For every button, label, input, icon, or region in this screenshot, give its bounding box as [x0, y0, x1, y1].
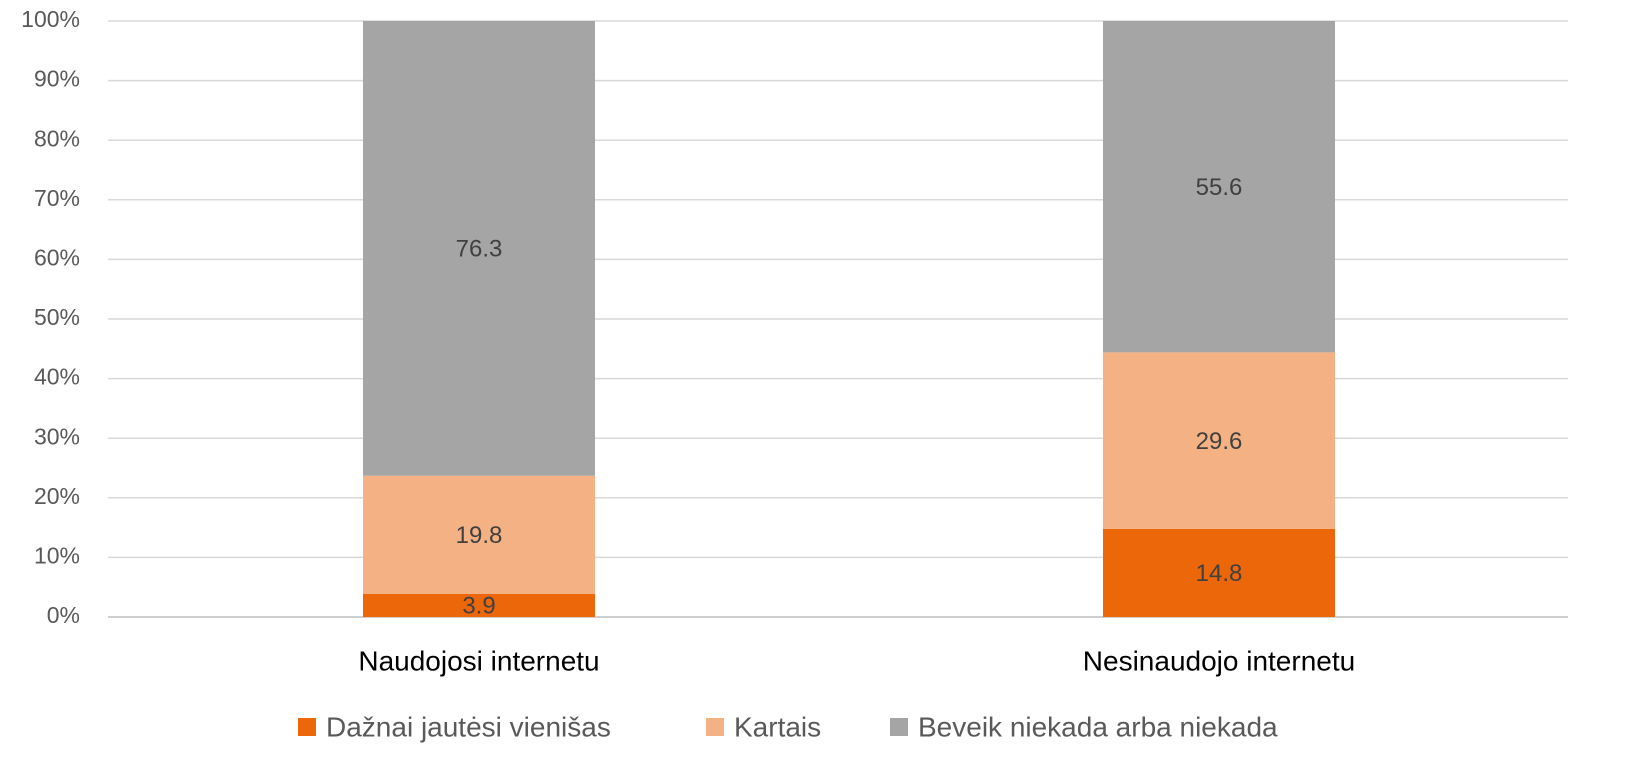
y-tick-label: 0%	[47, 602, 80, 628]
legend-swatch	[890, 718, 908, 736]
legend-swatch	[298, 718, 316, 736]
data-label: 3.9	[462, 593, 495, 620]
bar-segment	[363, 475, 595, 594]
data-label: 14.8	[1196, 560, 1243, 587]
bar-segment	[1103, 528, 1335, 617]
data-label: 76.3	[456, 236, 503, 263]
y-tick-label: 30%	[34, 423, 80, 449]
legend-label: Beveik niekada arba niekada	[918, 711, 1278, 742]
data-label: 19.8	[456, 522, 503, 549]
data-label: 55.6	[1196, 174, 1243, 201]
y-tick-label: 50%	[34, 304, 80, 330]
bar-segment	[363, 21, 595, 476]
x-tick-label: Naudojosi internetu	[358, 645, 599, 676]
y-tick-label: 10%	[34, 542, 80, 568]
bar-segment	[1103, 21, 1335, 353]
bar-segment	[1103, 352, 1335, 529]
y-tick-label: 60%	[34, 244, 80, 270]
x-tick-label: Nesinaudojo internetu	[1083, 645, 1355, 676]
y-tick-label: 100%	[21, 6, 80, 32]
y-tick-label: 20%	[34, 483, 80, 509]
data-label: 29.6	[1196, 428, 1243, 455]
y-tick-label: 70%	[34, 185, 80, 211]
legend-label: Kartais	[734, 711, 821, 742]
y-tick-label: 80%	[34, 125, 80, 151]
legend-label: Dažnai jautėsi vienišas	[326, 711, 611, 742]
bar-segment	[363, 593, 595, 617]
y-tick-label: 40%	[34, 364, 80, 390]
legend-swatch	[706, 718, 724, 736]
y-tick-label: 90%	[34, 66, 80, 92]
